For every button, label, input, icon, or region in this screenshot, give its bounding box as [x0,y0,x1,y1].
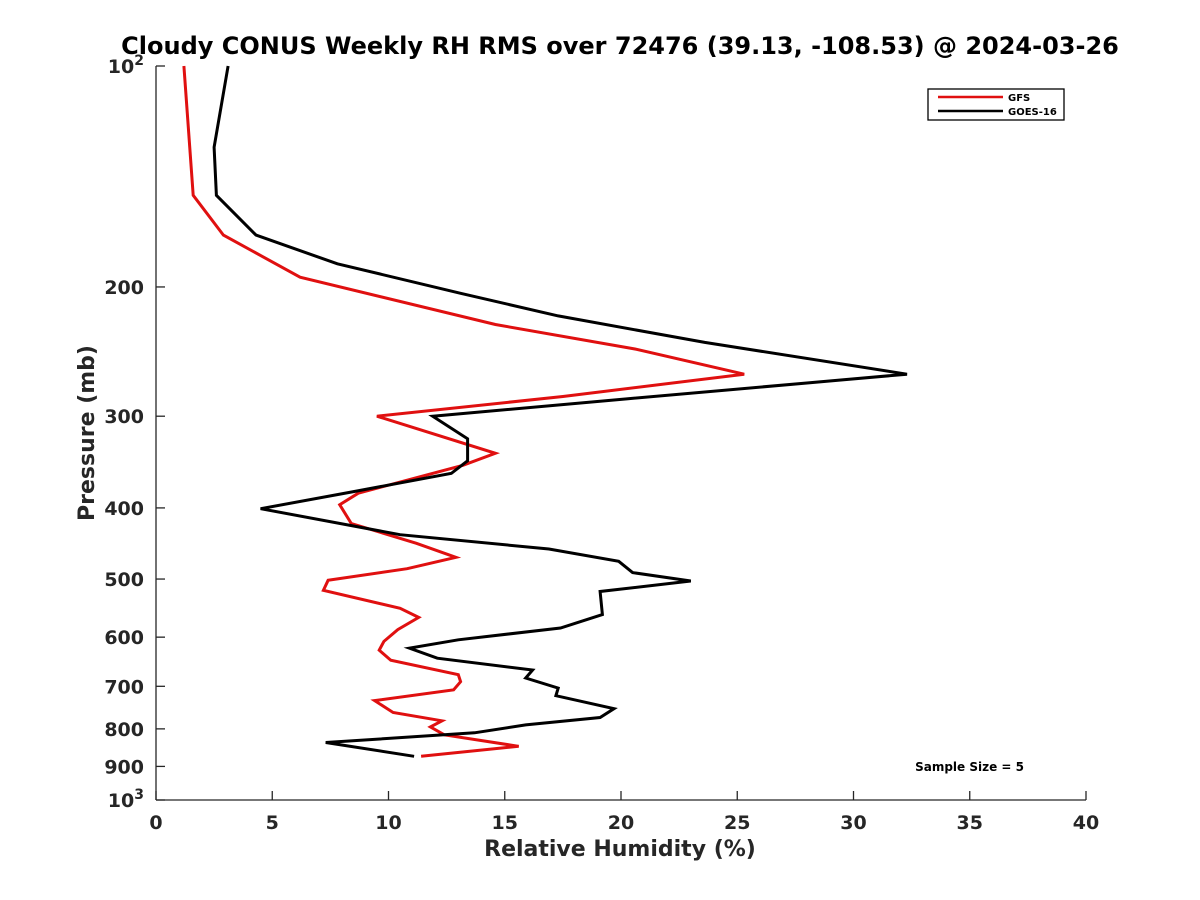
y-tick-label: 300 [104,406,144,428]
x-tick-label: 20 [608,812,634,834]
y-tick-label: 102 [108,53,144,78]
y-tick-label: 800 [104,719,144,741]
legend: GFS GOES-16 [927,88,1065,121]
x-tick-label: 25 [724,812,750,834]
x-tick-label: 10 [375,812,401,834]
y-tick-label: 200 [104,277,144,299]
x-tick-label: 35 [957,812,983,834]
y-tick-label: 103 [108,787,144,812]
legend-label-goes16: GOES-16 [1008,107,1057,118]
legend-box [927,88,1065,121]
series-line-gfs [182,65,745,758]
y-tick-label: 500 [104,569,144,591]
axes-layer: 0 5 10 15 20 25 30 35 40 102 200 300 400 500 600 700 800… [104,53,1099,834]
x-tick-label: 15 [492,812,518,834]
x-tick-label: 30 [840,812,866,834]
x-tick-label: 40 [1073,812,1099,834]
series-line-goes16 [212,65,908,758]
legend-label-gfs: GFS [1008,93,1030,104]
y-tick-label: 900 [104,756,144,778]
y-tick-label: 600 [104,627,144,649]
y-tick-label: 400 [104,498,144,520]
x-tick-label: 5 [266,812,279,834]
series-layer [182,65,908,758]
chart-title: Cloudy CONUS Weekly RH RMS over 72476 (3… [121,32,1119,60]
y-axis-label: Pressure (mb) [75,345,100,521]
x-axis-label: Relative Humidity (%) [484,837,756,862]
x-tick-label: 0 [149,812,162,834]
sample-size-annotation: Sample Size = 5 [915,760,1024,774]
y-tick-label: 700 [104,676,144,698]
